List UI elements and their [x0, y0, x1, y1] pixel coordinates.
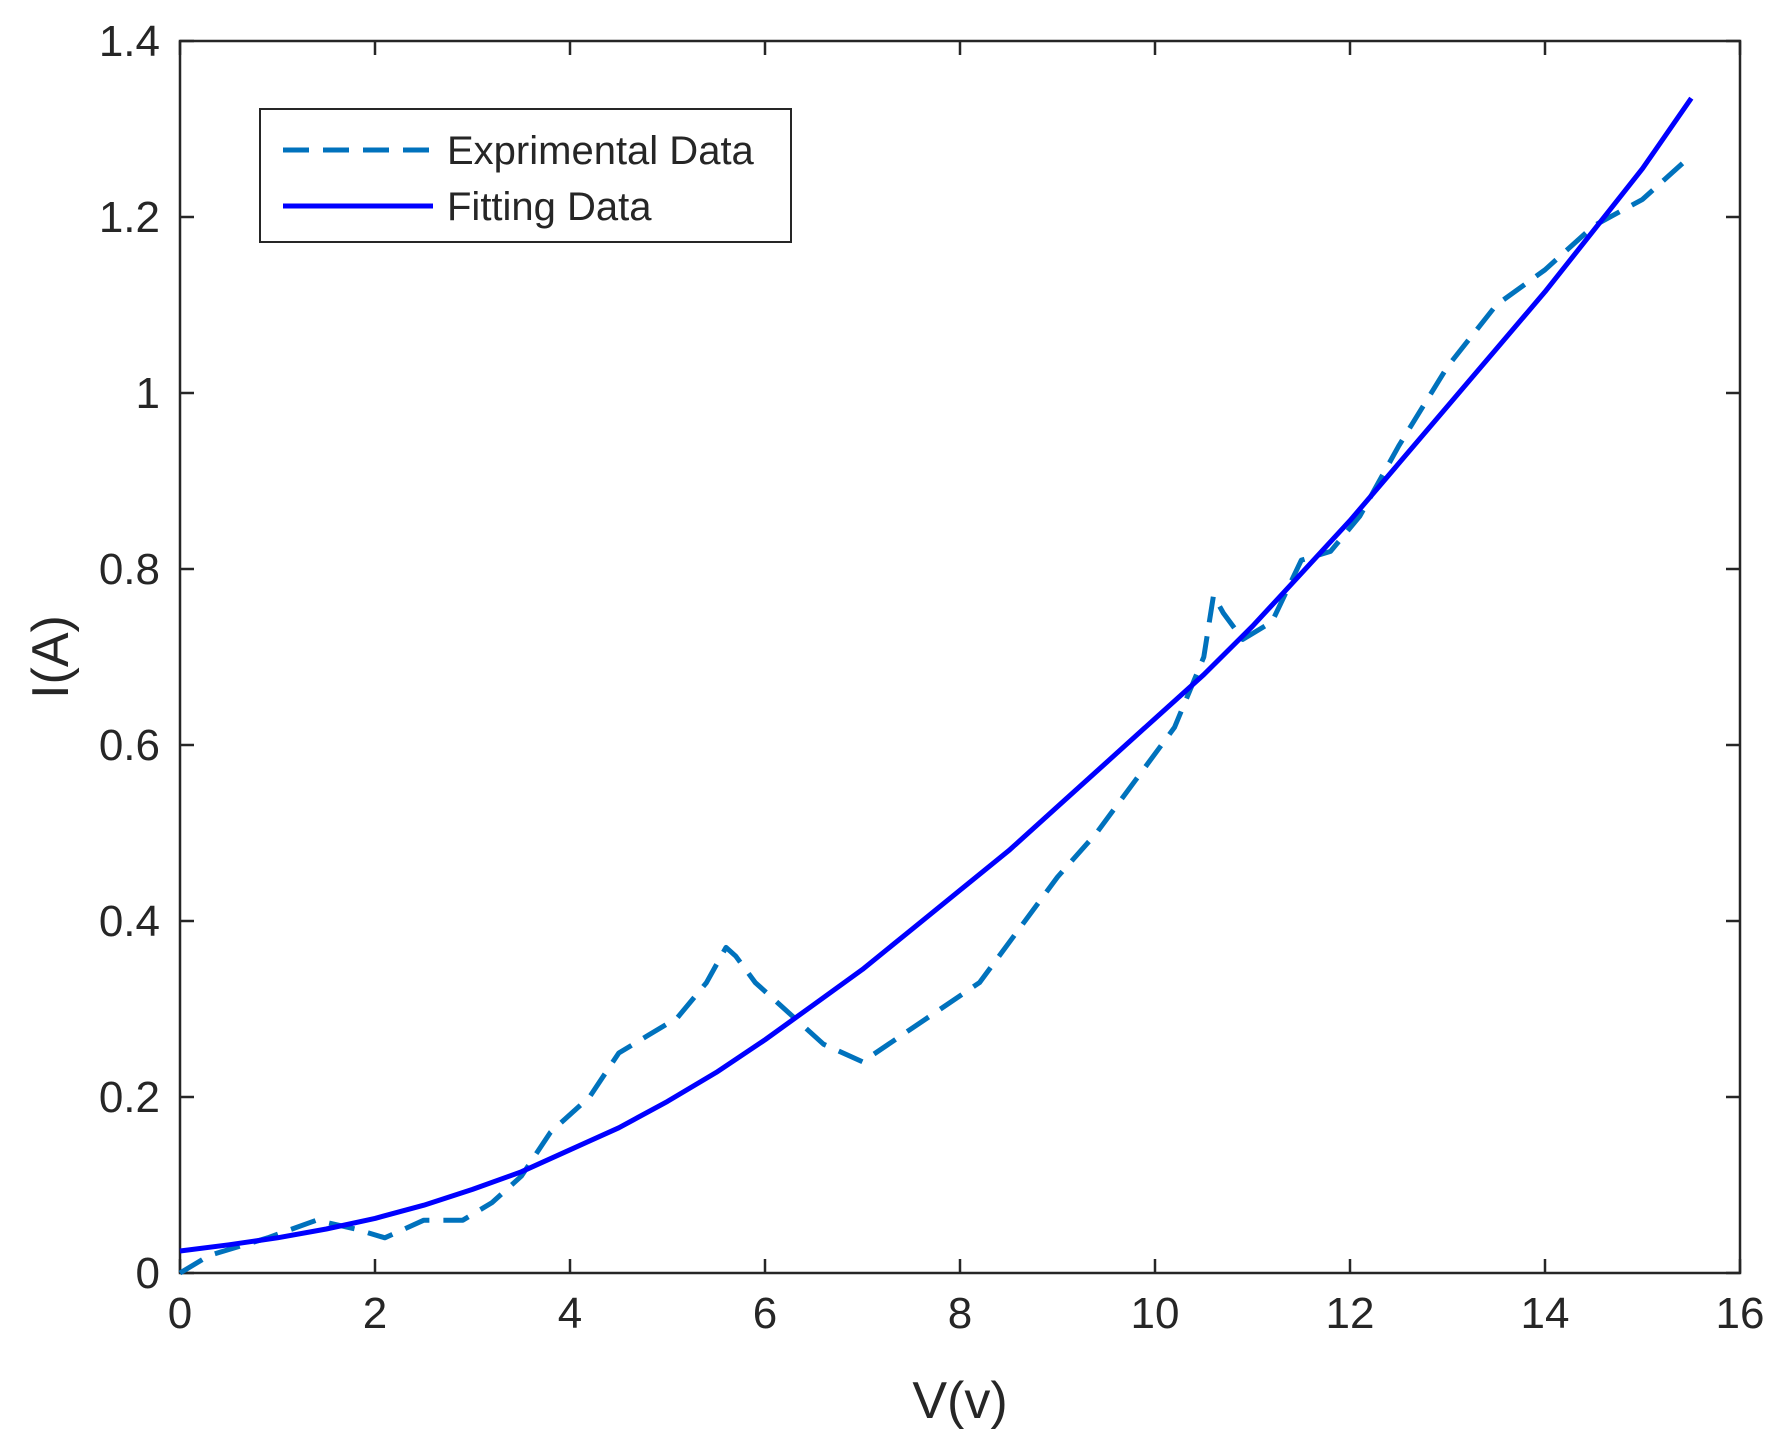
x-axis-title: V(v): [912, 1372, 1007, 1430]
plot-area: [178, 39, 1742, 1275]
legend-label-fitting: Fitting Data: [447, 185, 652, 229]
y-tick-label: 0.2: [99, 1073, 160, 1122]
y-axis-title: I(A): [22, 615, 80, 699]
series-line-exprimental-data: [178, 153, 1693, 1276]
legend: Exprimental Data Fitting Data: [259, 108, 792, 243]
legend-box: [259, 108, 792, 243]
y-tick-label: 0.4: [99, 897, 160, 946]
x-tick-label: 14: [1521, 1289, 1570, 1338]
tick-labels: 0 2 4 6 8 10 12 14 16 0 0.2 0.4 0.6 0.8 1 1.2 1.4: [99, 17, 1765, 1338]
y-tick-label: 0.8: [99, 545, 160, 594]
legend-label-experimental: Exprimental Data: [447, 129, 755, 173]
y-tick-label: 1.4: [99, 17, 160, 66]
series-line-fitting-data: [179, 96, 1694, 1254]
axis-ticks: [178, 39, 1742, 1275]
x-tick-label: 6: [753, 1289, 777, 1338]
y-tick-label: 1: [136, 369, 160, 418]
x-tick-label: 4: [558, 1289, 582, 1338]
x-tick-label: 2: [363, 1289, 387, 1338]
x-tick-label: 16: [1716, 1289, 1765, 1338]
y-tick-label: 1.2: [99, 193, 160, 242]
x-tick-label: 8: [948, 1289, 972, 1338]
x-tick-label: 10: [1131, 1289, 1180, 1338]
y-tick-label: 0.6: [99, 721, 160, 770]
x-tick-label: 0: [168, 1289, 192, 1338]
x-tick-label: 12: [1326, 1289, 1375, 1338]
series-layer: [178, 96, 1694, 1276]
y-tick-label: 0: [136, 1249, 160, 1298]
